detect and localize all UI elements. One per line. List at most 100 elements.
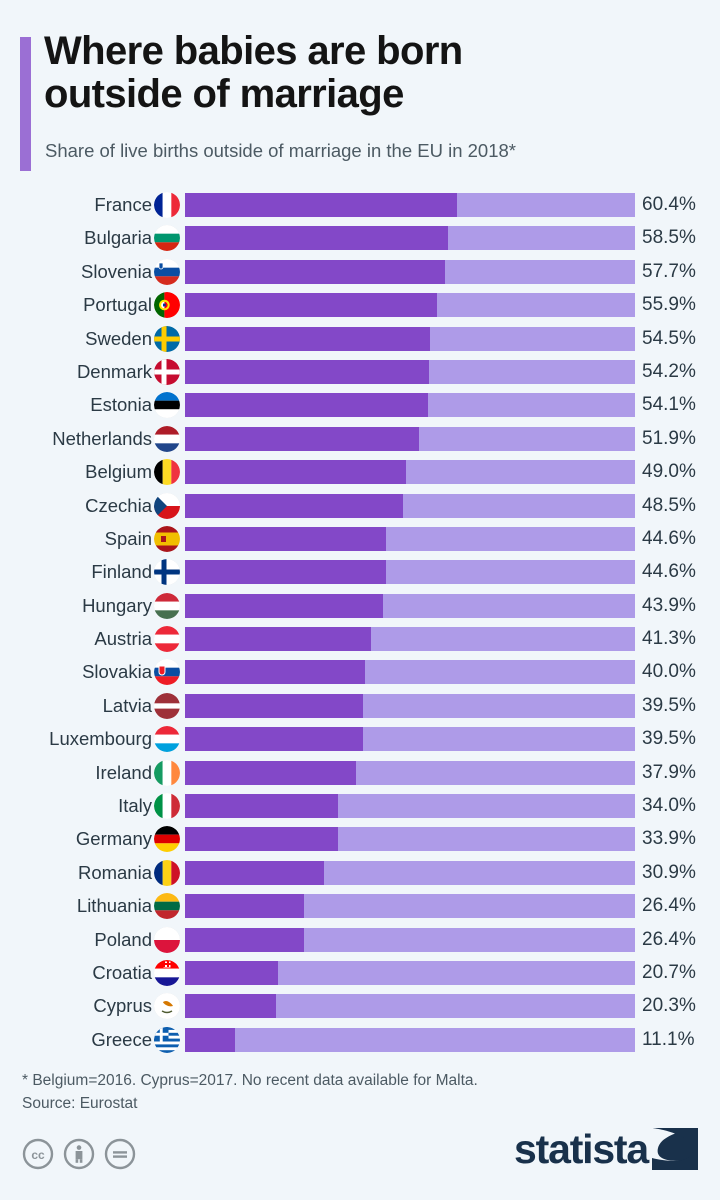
chart-row: Cyprus 20.3% (0, 991, 720, 1024)
bar-track (185, 326, 635, 351)
cc-icon[interactable]: cc (22, 1138, 54, 1170)
bar-fill (185, 593, 383, 618)
bar-value-label: 39.5% (642, 694, 696, 716)
bar-track (185, 226, 635, 251)
bar-value-label: 54.2% (642, 360, 696, 382)
bar-value-label: 39.5% (642, 728, 696, 750)
bar-value-label: 49.0% (642, 461, 696, 483)
statista-wordmark: statista (514, 1125, 649, 1172)
bar-value-label: 40.0% (642, 661, 696, 683)
chart-row: Luxembourg 39.5% (0, 724, 720, 757)
bar-chart: France 60.4% Bulgaria 58.5% Slovenia 57.7% Por… (0, 190, 720, 1058)
country-label: Latvia (102, 694, 152, 716)
bar-value-label: 48.5% (642, 494, 696, 516)
statista-logo[interactable]: statista (514, 1128, 698, 1170)
bar-value-label: 54.1% (642, 394, 696, 416)
bar-value-label: 34.0% (642, 795, 696, 817)
bar-track (185, 426, 635, 451)
page-subtitle: Share of live births outside of marriage… (45, 140, 516, 161)
chart-row: Czechia 48.5% (0, 491, 720, 524)
bar-value-label: 37.9% (642, 761, 696, 783)
bar-track (185, 827, 635, 852)
country-label: Italy (118, 795, 152, 817)
bar-value-label: 51.9% (642, 427, 696, 449)
country-label: Cyprus (93, 995, 152, 1017)
bar-track (185, 259, 635, 284)
chart-row: Hungary 43.9% (0, 591, 720, 624)
bar-track (185, 560, 635, 585)
bar-value-label: 43.9% (642, 594, 696, 616)
flag-hungary-icon (154, 592, 180, 619)
statista-mark-icon (652, 1128, 698, 1170)
bar-track (185, 760, 635, 785)
chart-row: Slovakia 40.0% (0, 657, 720, 690)
chart-row: Finland 44.6% (0, 557, 720, 590)
bar-value-label: 55.9% (642, 294, 696, 316)
bar-track (185, 894, 635, 919)
bar-value-label: 30.9% (642, 861, 696, 883)
country-label: Austria (94, 628, 152, 650)
bar-fill (185, 326, 431, 351)
flag-italy-icon (154, 793, 180, 820)
bar-value-label: 58.5% (642, 227, 696, 249)
bar-track (185, 460, 635, 485)
chart-row: Portugal 55.9% (0, 290, 720, 323)
bar-value-label: 11.1% (642, 1028, 695, 1050)
no-derivatives-icon[interactable] (104, 1138, 136, 1170)
flag-germany-icon (154, 826, 180, 853)
bar-value-label: 44.6% (642, 561, 696, 583)
bar-fill (185, 1027, 235, 1052)
bar-track (185, 693, 635, 718)
bar-fill (185, 794, 338, 819)
bar-fill (185, 460, 406, 485)
footnote: * Belgium=2016. Cyprus=2017. No recent d… (22, 1072, 478, 1089)
bar-value-label: 26.4% (642, 928, 696, 950)
bar-track (185, 994, 635, 1019)
bar-track (185, 493, 635, 518)
flag-belgium-icon (154, 459, 180, 486)
flag-slovenia-icon (154, 258, 180, 285)
creative-commons-icons: cc (22, 1138, 136, 1170)
chart-row: Slovenia 57.7% (0, 257, 720, 290)
flag-cyprus-icon (154, 993, 180, 1020)
chart-row: Romania 30.9% (0, 858, 720, 891)
footer: * Belgium=2016. Cyprus=2017. No recent d… (0, 1070, 720, 1200)
bar-fill (185, 760, 356, 785)
attribution-icon[interactable] (63, 1138, 95, 1170)
flag-ireland-icon (154, 759, 180, 786)
chart-row: Netherlands 51.9% (0, 424, 720, 457)
bar-fill (185, 960, 279, 985)
country-label: Estonia (90, 394, 152, 416)
bar-fill (185, 827, 338, 852)
country-label: Poland (94, 928, 152, 950)
bar-fill (185, 560, 386, 585)
bar-value-label: 41.3% (642, 628, 696, 650)
bar-fill (185, 927, 304, 952)
bar-fill (185, 359, 429, 384)
flag-estonia-icon (154, 392, 180, 419)
country-label: Bulgaria (84, 227, 152, 249)
chart-row: Croatia 20.7% (0, 958, 720, 991)
country-label: Lithuania (76, 895, 152, 917)
country-label: Finland (91, 561, 152, 583)
flag-sweden-icon (154, 325, 180, 352)
bar-track (185, 927, 635, 952)
bar-track (185, 293, 635, 318)
country-label: Croatia (92, 961, 152, 983)
flag-spain-icon (154, 525, 180, 552)
bar-track (185, 526, 635, 551)
flag-greece-icon (154, 1026, 180, 1053)
bar-fill (185, 293, 437, 318)
bar-fill (185, 426, 419, 451)
chart-row: Denmark 54.2% (0, 357, 720, 390)
country-label: Hungary (82, 594, 152, 616)
flag-denmark-icon (154, 358, 180, 385)
chart-row: Spain 44.6% (0, 524, 720, 557)
chart-row: Greece 11.1% (0, 1025, 720, 1058)
bar-value-label: 33.9% (642, 828, 696, 850)
chart-row: Estonia 54.1% (0, 390, 720, 423)
flag-france-icon (154, 192, 180, 218)
bar-fill (185, 727, 363, 752)
flag-austria-icon (154, 626, 180, 653)
flag-romania-icon (154, 859, 180, 886)
